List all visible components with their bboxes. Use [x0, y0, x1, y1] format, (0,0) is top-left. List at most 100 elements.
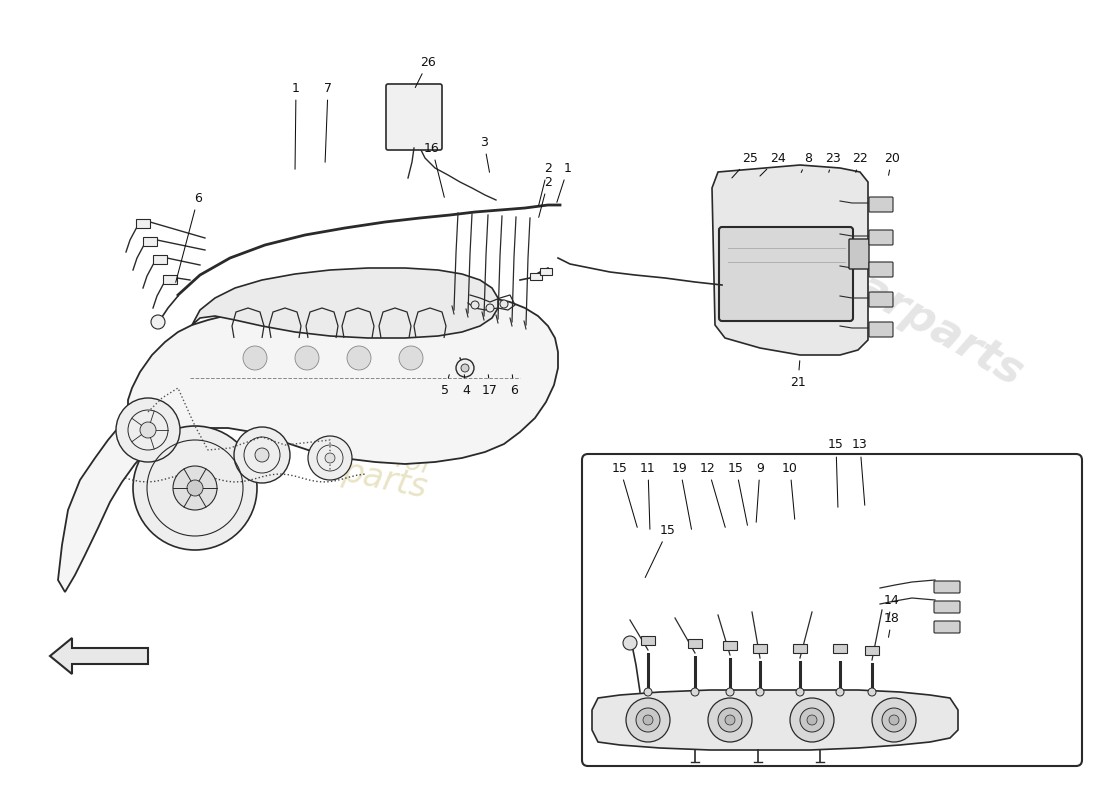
- Circle shape: [308, 436, 352, 480]
- Text: parts: parts: [340, 455, 430, 505]
- FancyBboxPatch shape: [641, 636, 654, 645]
- FancyBboxPatch shape: [530, 273, 542, 280]
- Circle shape: [836, 688, 844, 696]
- Text: 19: 19: [672, 462, 692, 530]
- FancyBboxPatch shape: [849, 239, 869, 269]
- Polygon shape: [192, 268, 498, 338]
- Polygon shape: [50, 638, 148, 674]
- Circle shape: [324, 453, 336, 463]
- Circle shape: [187, 480, 204, 496]
- Text: 15: 15: [646, 523, 675, 578]
- Circle shape: [644, 715, 653, 725]
- Circle shape: [796, 688, 804, 696]
- Text: 11: 11: [640, 462, 656, 530]
- Circle shape: [456, 359, 474, 377]
- Circle shape: [471, 301, 478, 309]
- Circle shape: [708, 698, 752, 742]
- FancyBboxPatch shape: [833, 644, 847, 653]
- Text: 25: 25: [732, 151, 758, 178]
- Circle shape: [718, 708, 743, 732]
- Circle shape: [691, 688, 698, 696]
- FancyBboxPatch shape: [719, 227, 852, 321]
- Circle shape: [243, 346, 267, 370]
- Circle shape: [151, 315, 165, 329]
- Circle shape: [868, 688, 876, 696]
- Text: 26: 26: [415, 55, 436, 87]
- Circle shape: [636, 708, 660, 732]
- Text: 3: 3: [480, 135, 490, 172]
- Polygon shape: [712, 165, 868, 355]
- Text: 10: 10: [782, 462, 797, 519]
- Text: 12: 12: [700, 462, 725, 527]
- Circle shape: [295, 346, 319, 370]
- Text: 17: 17: [482, 374, 498, 397]
- Text: 8: 8: [801, 151, 812, 173]
- Circle shape: [486, 304, 494, 312]
- FancyBboxPatch shape: [136, 219, 150, 228]
- Text: 24: 24: [760, 151, 785, 176]
- Circle shape: [255, 448, 270, 462]
- FancyBboxPatch shape: [869, 292, 893, 307]
- Circle shape: [807, 715, 817, 725]
- Circle shape: [399, 346, 424, 370]
- Circle shape: [173, 466, 217, 510]
- FancyBboxPatch shape: [386, 84, 442, 150]
- Circle shape: [790, 698, 834, 742]
- Text: 7: 7: [324, 82, 332, 162]
- Circle shape: [500, 300, 508, 308]
- Circle shape: [140, 422, 156, 438]
- Text: 6: 6: [176, 191, 202, 282]
- Circle shape: [882, 708, 906, 732]
- FancyBboxPatch shape: [540, 268, 552, 275]
- Circle shape: [234, 427, 290, 483]
- FancyBboxPatch shape: [793, 644, 807, 653]
- FancyBboxPatch shape: [688, 639, 702, 648]
- Polygon shape: [58, 294, 558, 592]
- Circle shape: [644, 688, 652, 696]
- Circle shape: [346, 346, 371, 370]
- FancyBboxPatch shape: [934, 601, 960, 613]
- Circle shape: [726, 688, 734, 696]
- Text: 14: 14: [884, 594, 900, 619]
- FancyBboxPatch shape: [163, 275, 177, 284]
- FancyBboxPatch shape: [869, 197, 893, 212]
- FancyBboxPatch shape: [723, 641, 737, 650]
- Text: 16: 16: [425, 142, 444, 198]
- Text: 23: 23: [825, 151, 840, 172]
- Text: 1: 1: [557, 162, 572, 202]
- Text: 22: 22: [852, 151, 868, 172]
- Text: 1: 1: [293, 82, 300, 170]
- Circle shape: [623, 636, 637, 650]
- Text: 21: 21: [790, 361, 806, 389]
- FancyBboxPatch shape: [869, 262, 893, 277]
- FancyBboxPatch shape: [869, 230, 893, 245]
- Circle shape: [133, 426, 257, 550]
- Text: 18: 18: [884, 611, 900, 638]
- Circle shape: [626, 698, 670, 742]
- Circle shape: [461, 364, 469, 372]
- Text: 9: 9: [756, 462, 763, 522]
- FancyBboxPatch shape: [754, 644, 767, 653]
- FancyBboxPatch shape: [934, 621, 960, 633]
- FancyBboxPatch shape: [865, 646, 879, 655]
- Text: 4: 4: [462, 374, 470, 397]
- FancyBboxPatch shape: [153, 255, 167, 264]
- FancyBboxPatch shape: [582, 454, 1082, 766]
- Text: 6: 6: [510, 374, 518, 397]
- Text: 13: 13: [852, 438, 868, 506]
- FancyBboxPatch shape: [143, 237, 157, 246]
- Text: eurocarparts: eurocarparts: [729, 195, 1031, 394]
- Circle shape: [116, 398, 180, 462]
- Polygon shape: [592, 690, 958, 750]
- Text: a passion for: a passion for: [254, 416, 436, 480]
- Text: 2: 2: [539, 175, 552, 218]
- Text: 20: 20: [884, 151, 900, 175]
- Text: 2: 2: [539, 162, 552, 206]
- Circle shape: [872, 698, 916, 742]
- Text: 15: 15: [612, 462, 637, 527]
- FancyBboxPatch shape: [869, 322, 893, 337]
- Text: 5: 5: [441, 374, 449, 397]
- Text: 15: 15: [728, 462, 748, 526]
- Circle shape: [889, 715, 899, 725]
- Circle shape: [756, 688, 764, 696]
